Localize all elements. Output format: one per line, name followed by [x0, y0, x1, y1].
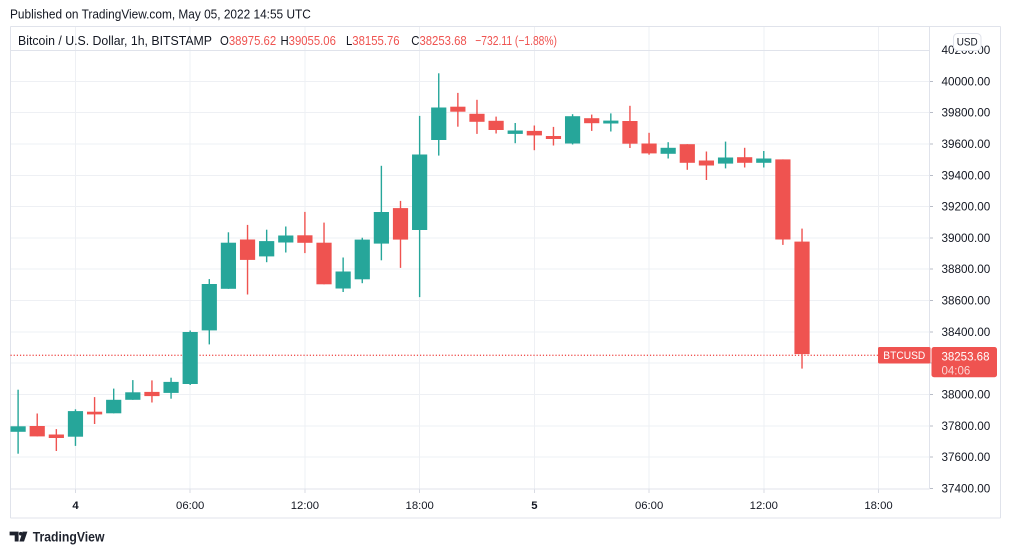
svg-text:40000.00: 40000.00 — [942, 75, 991, 88]
svg-text:39600.00: 39600.00 — [942, 138, 991, 151]
svg-text:06:00: 06:00 — [635, 500, 663, 512]
svg-text:38253.68: 38253.68 — [942, 351, 990, 363]
svg-text:39800.00: 39800.00 — [942, 107, 991, 120]
svg-text:06:00: 06:00 — [176, 500, 204, 512]
svg-text:37600.00: 37600.00 — [942, 451, 991, 464]
svg-text:TradingView: TradingView — [33, 529, 105, 544]
svg-text:O38975.62: O38975.62 — [220, 33, 276, 48]
svg-text:39000.00: 39000.00 — [942, 232, 991, 245]
svg-text:18:00: 18:00 — [864, 500, 892, 512]
svg-text:5: 5 — [531, 500, 537, 512]
svg-text:USD: USD — [957, 37, 978, 49]
svg-text:37800.00: 37800.00 — [942, 420, 991, 433]
svg-text:39200.00: 39200.00 — [942, 201, 991, 214]
svg-text:H39055.06: H39055.06 — [281, 33, 336, 48]
svg-text:38600.00: 38600.00 — [942, 295, 991, 308]
svg-text:C38253.68: C38253.68 — [411, 33, 466, 48]
svg-text:4: 4 — [72, 500, 79, 512]
svg-text:BTCUSD: BTCUSD — [883, 350, 925, 362]
svg-text:38800.00: 38800.00 — [942, 263, 991, 276]
svg-text:04:06: 04:06 — [942, 365, 971, 377]
svg-text:L38155.76: L38155.76 — [346, 33, 400, 48]
svg-text:Published on TradingView.com,: Published on TradingView.com, May 05, 20… — [10, 7, 311, 22]
svg-text:12:00: 12:00 — [750, 500, 778, 512]
svg-text:Bitcoin / U.S. Dollar, 1h, BIT: Bitcoin / U.S. Dollar, 1h, BITSTAMP — [18, 33, 212, 48]
svg-text:18:00: 18:00 — [406, 500, 434, 512]
svg-text:39400.00: 39400.00 — [942, 169, 991, 182]
svg-text:38000.00: 38000.00 — [942, 389, 991, 402]
svg-text:−732.11 (−1.88%): −732.11 (−1.88%) — [475, 33, 557, 48]
svg-text:37400.00: 37400.00 — [942, 483, 991, 496]
svg-text:12:00: 12:00 — [291, 500, 319, 512]
svg-text:38400.00: 38400.00 — [942, 326, 991, 339]
